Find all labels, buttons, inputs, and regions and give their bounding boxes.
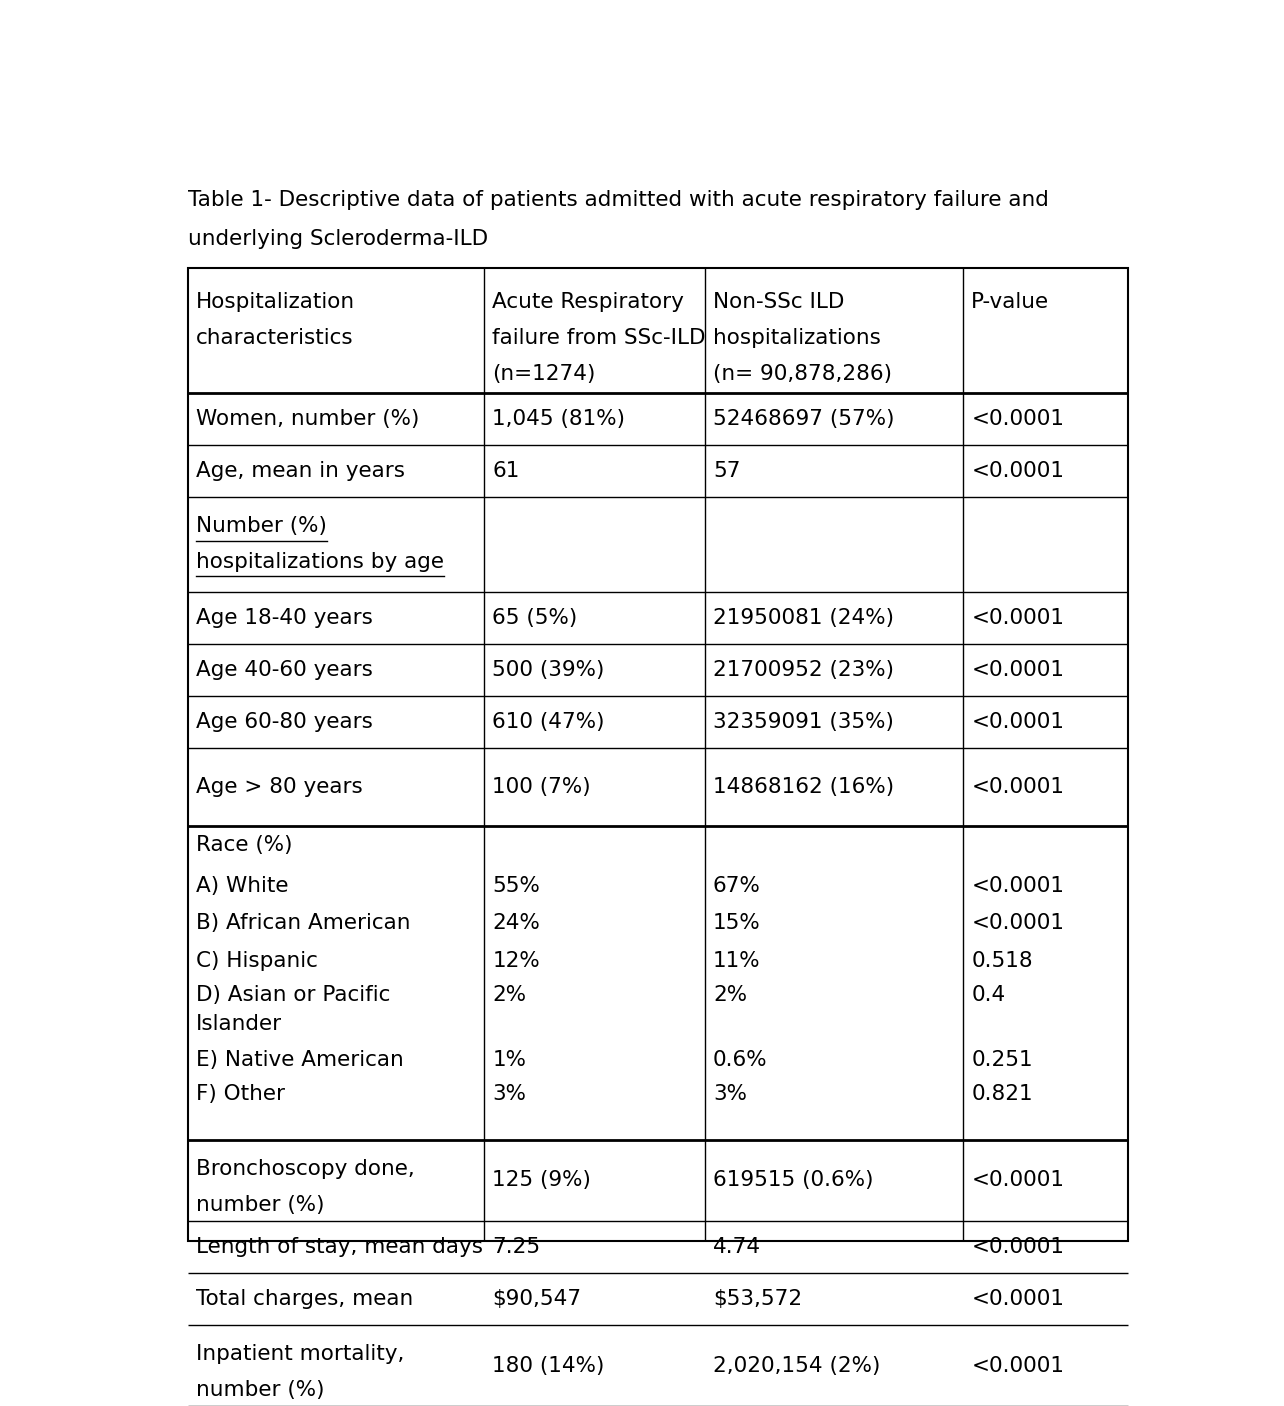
- Text: Inpatient mortality,: Inpatient mortality,: [196, 1344, 404, 1364]
- Text: 0.821: 0.821: [971, 1084, 1032, 1104]
- Text: Hospitalization: Hospitalization: [196, 292, 356, 312]
- Text: 0.6%: 0.6%: [713, 1050, 768, 1070]
- Text: <0.0001: <0.0001: [971, 659, 1064, 681]
- Text: 32359091 (35%): 32359091 (35%): [713, 711, 894, 733]
- Text: characteristics: characteristics: [196, 328, 354, 347]
- Text: Bronchoscopy done,: Bronchoscopy done,: [196, 1160, 415, 1180]
- Text: Islander: Islander: [196, 1014, 282, 1033]
- Text: Number (%): Number (%): [196, 516, 327, 536]
- Text: P-value: P-value: [971, 292, 1049, 312]
- Text: 1,045 (81%): 1,045 (81%): [492, 409, 625, 429]
- Text: 0.251: 0.251: [971, 1050, 1032, 1070]
- Text: number (%): number (%): [196, 1381, 325, 1400]
- Text: A) White: A) White: [196, 876, 289, 896]
- Text: <0.0001: <0.0001: [971, 1237, 1064, 1257]
- Text: 4.74: 4.74: [713, 1237, 761, 1257]
- Text: B) African American: B) African American: [196, 914, 411, 934]
- Text: 55%: 55%: [492, 876, 541, 896]
- Text: (n=1274): (n=1274): [492, 364, 596, 384]
- Bar: [189, 269, 1127, 1240]
- Text: 57: 57: [713, 461, 741, 481]
- Text: D) Asian or Pacific: D) Asian or Pacific: [196, 986, 390, 1005]
- Text: 7.25: 7.25: [492, 1237, 541, 1257]
- Text: 24%: 24%: [492, 914, 541, 934]
- Text: Age > 80 years: Age > 80 years: [196, 778, 363, 797]
- Text: Race (%): Race (%): [196, 835, 293, 855]
- Text: number (%): number (%): [196, 1195, 325, 1215]
- Text: <0.0001: <0.0001: [971, 711, 1064, 733]
- Text: <0.0001: <0.0001: [971, 1289, 1064, 1309]
- Text: <0.0001: <0.0001: [971, 778, 1064, 797]
- Text: 12%: 12%: [492, 950, 541, 972]
- Text: Acute Respiratory: Acute Respiratory: [492, 292, 684, 312]
- Text: hospitalizations: hospitalizations: [713, 328, 881, 347]
- Text: 65 (5%): 65 (5%): [492, 607, 578, 628]
- Text: 619515 (0.6%): 619515 (0.6%): [713, 1170, 873, 1191]
- Text: failure from SSc-ILD: failure from SSc-ILD: [492, 328, 706, 347]
- Text: 180 (14%): 180 (14%): [492, 1355, 605, 1375]
- Text: F) Other: F) Other: [196, 1084, 285, 1104]
- Text: <0.0001: <0.0001: [971, 1170, 1064, 1191]
- Text: 500 (39%): 500 (39%): [492, 659, 605, 681]
- Text: <0.0001: <0.0001: [971, 409, 1064, 429]
- Text: 2%: 2%: [713, 986, 747, 1005]
- Text: (n= 90,878,286): (n= 90,878,286): [713, 364, 892, 384]
- Text: underlying Scleroderma-ILD: underlying Scleroderma-ILD: [189, 229, 488, 249]
- Text: $90,547: $90,547: [492, 1289, 582, 1309]
- Text: hospitalizations by age: hospitalizations by age: [196, 553, 444, 572]
- Text: <0.0001: <0.0001: [971, 607, 1064, 628]
- Text: 14868162 (16%): 14868162 (16%): [713, 778, 894, 797]
- Text: Total charges, mean: Total charges, mean: [196, 1289, 413, 1309]
- Text: Length of stay, mean days: Length of stay, mean days: [196, 1237, 483, 1257]
- Text: Age 60-80 years: Age 60-80 years: [196, 711, 374, 733]
- Text: 3%: 3%: [492, 1084, 526, 1104]
- Text: 0.4: 0.4: [971, 986, 1005, 1005]
- Text: 52468697 (57%): 52468697 (57%): [713, 409, 895, 429]
- Text: 21950081 (24%): 21950081 (24%): [713, 607, 894, 628]
- Text: 21700952 (23%): 21700952 (23%): [713, 659, 894, 681]
- Text: 3%: 3%: [713, 1084, 747, 1104]
- Text: 11%: 11%: [713, 950, 760, 972]
- Text: C) Hispanic: C) Hispanic: [196, 950, 318, 972]
- Text: Table 1- Descriptive data of patients admitted with acute respiratory failure an: Table 1- Descriptive data of patients ad…: [189, 190, 1049, 211]
- Text: 2,020,154 (2%): 2,020,154 (2%): [713, 1355, 881, 1375]
- Text: Age 18-40 years: Age 18-40 years: [196, 607, 374, 628]
- Text: 15%: 15%: [713, 914, 760, 934]
- Text: $53,572: $53,572: [713, 1289, 802, 1309]
- Text: 67%: 67%: [713, 876, 761, 896]
- Text: 610 (47%): 610 (47%): [492, 711, 605, 733]
- Text: Women, number (%): Women, number (%): [196, 409, 420, 429]
- Text: Non-SSc ILD: Non-SSc ILD: [713, 292, 845, 312]
- Text: 0.518: 0.518: [971, 950, 1032, 972]
- Text: <0.0001: <0.0001: [971, 914, 1064, 934]
- Text: 61: 61: [492, 461, 520, 481]
- Text: E) Native American: E) Native American: [196, 1050, 404, 1070]
- Text: <0.0001: <0.0001: [971, 1355, 1064, 1375]
- Text: <0.0001: <0.0001: [971, 461, 1064, 481]
- Text: 125 (9%): 125 (9%): [492, 1170, 591, 1191]
- Text: Age, mean in years: Age, mean in years: [196, 461, 406, 481]
- Text: <0.0001: <0.0001: [971, 876, 1064, 896]
- Text: 100 (7%): 100 (7%): [492, 778, 591, 797]
- Text: Age 40-60 years: Age 40-60 years: [196, 659, 374, 681]
- Text: 1%: 1%: [492, 1050, 526, 1070]
- Text: 2%: 2%: [492, 986, 526, 1005]
